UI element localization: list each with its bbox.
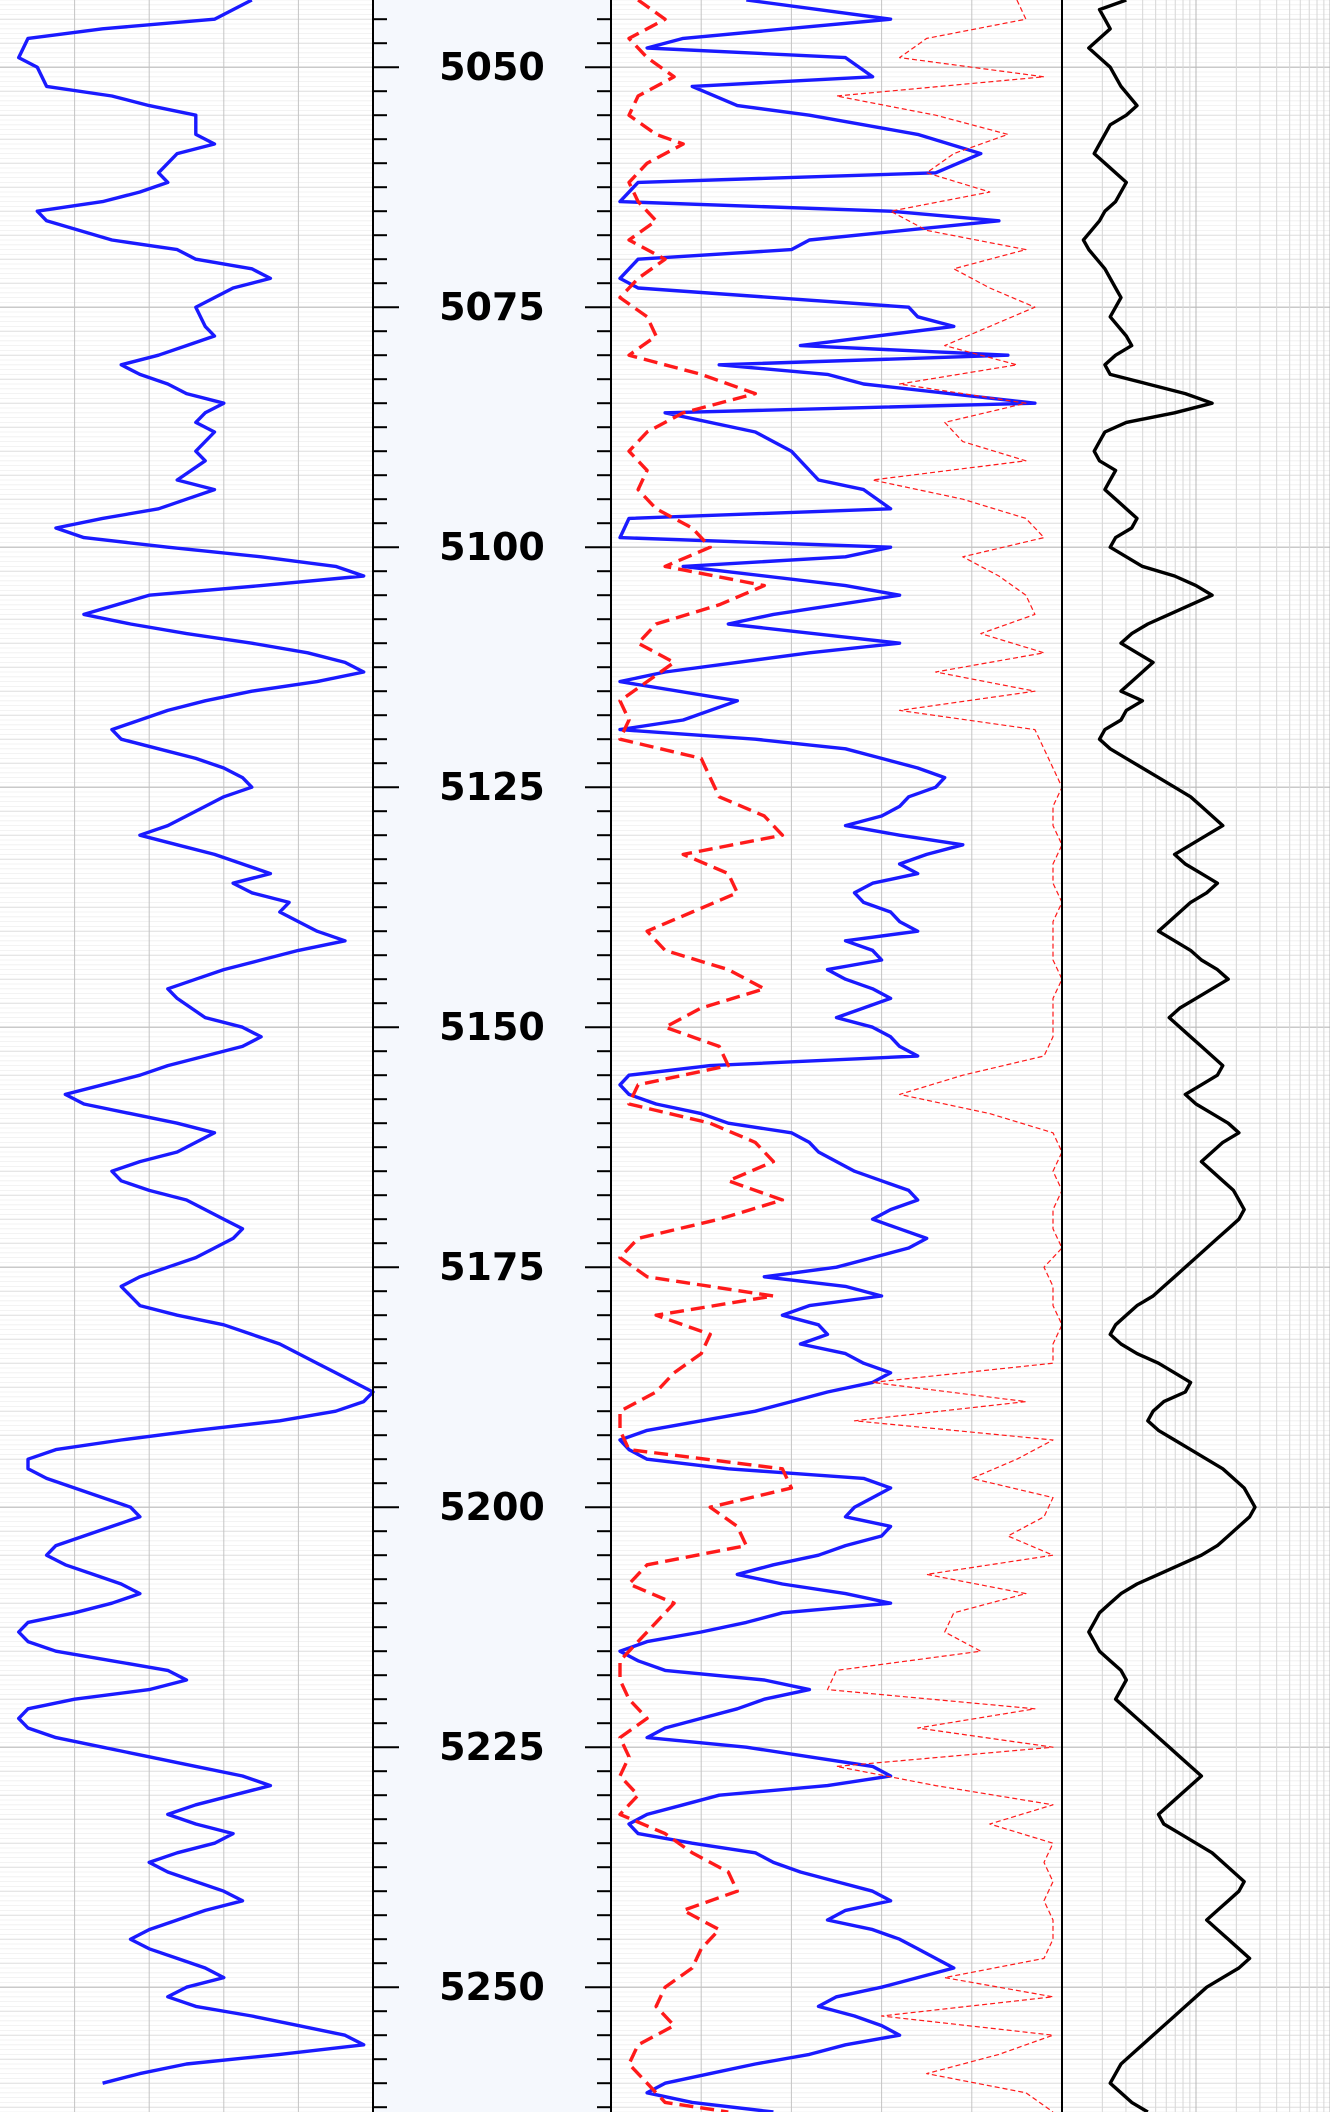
depth-label: 5075: [439, 285, 545, 329]
track-1-series-1-curve: [17, 0, 375, 2085]
depth-track-background: [373, 0, 611, 2112]
depth-axis: 5050 5075 5100 5125 5150 5175 5200 5225 5250: [373, 18, 611, 2109]
depth-label: 5175: [439, 1245, 545, 1289]
depth-label: 5225: [439, 1725, 545, 1769]
track-2-series-3-curve: [826, 0, 1063, 2112]
track-3-series-1-curve: [1081, 0, 1257, 2112]
depth-label: 5125: [439, 765, 545, 809]
depth-label: 5250: [439, 1965, 545, 2009]
curve-layer: [17, 0, 1257, 2112]
depth-label: 5050: [439, 45, 545, 89]
depth-label: 5200: [439, 1485, 545, 1529]
track-2-series-1-curve: [618, 0, 1037, 2112]
depth-label: 5150: [439, 1005, 545, 1049]
track-2-series-2-curve: [618, 0, 794, 2112]
depth-label: 5100: [439, 525, 545, 569]
